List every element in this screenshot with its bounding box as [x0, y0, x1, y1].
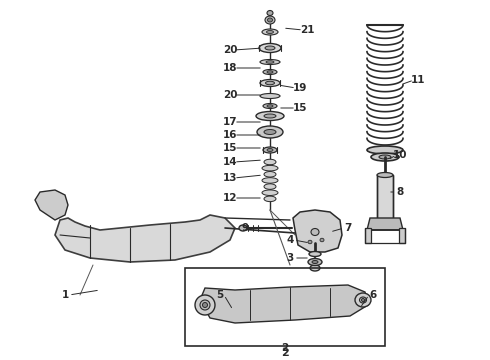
Ellipse shape	[262, 29, 278, 35]
Ellipse shape	[260, 59, 280, 64]
Ellipse shape	[267, 71, 273, 73]
Ellipse shape	[308, 258, 322, 266]
Ellipse shape	[257, 126, 283, 138]
Polygon shape	[35, 190, 68, 220]
Ellipse shape	[262, 178, 278, 183]
Ellipse shape	[355, 293, 371, 307]
Ellipse shape	[264, 159, 276, 165]
Text: 2: 2	[281, 348, 289, 358]
Ellipse shape	[264, 184, 276, 189]
Ellipse shape	[259, 44, 281, 53]
Ellipse shape	[195, 295, 215, 315]
Ellipse shape	[263, 104, 277, 108]
Ellipse shape	[265, 16, 275, 24]
Text: 13: 13	[223, 173, 237, 183]
Ellipse shape	[377, 172, 393, 177]
Text: 3: 3	[286, 253, 294, 263]
Ellipse shape	[239, 225, 247, 231]
Ellipse shape	[267, 31, 273, 33]
Ellipse shape	[200, 300, 210, 310]
Ellipse shape	[262, 190, 278, 195]
Text: 15: 15	[223, 143, 237, 153]
Ellipse shape	[202, 302, 207, 307]
Bar	[399, 228, 405, 243]
Text: 18: 18	[223, 63, 237, 73]
Text: 8: 8	[396, 187, 404, 197]
Ellipse shape	[320, 238, 324, 242]
Polygon shape	[293, 210, 342, 252]
Bar	[377, 175, 393, 220]
Ellipse shape	[260, 80, 280, 86]
Text: 15: 15	[293, 103, 307, 113]
Text: 16: 16	[223, 130, 237, 140]
Ellipse shape	[268, 18, 272, 22]
Ellipse shape	[379, 155, 391, 159]
Ellipse shape	[265, 46, 275, 50]
Text: 21: 21	[300, 25, 314, 35]
Polygon shape	[367, 218, 403, 230]
Text: 20: 20	[223, 45, 237, 55]
Bar	[185, 268, 385, 346]
Ellipse shape	[264, 171, 276, 177]
Ellipse shape	[264, 114, 276, 118]
Bar	[365, 228, 371, 243]
Ellipse shape	[266, 61, 274, 63]
Ellipse shape	[312, 261, 318, 264]
Ellipse shape	[362, 298, 365, 302]
Polygon shape	[55, 215, 235, 262]
Ellipse shape	[262, 165, 278, 171]
Text: 12: 12	[223, 193, 237, 203]
Ellipse shape	[309, 252, 321, 257]
Ellipse shape	[308, 240, 312, 244]
Ellipse shape	[367, 146, 403, 154]
Text: 2: 2	[281, 343, 289, 353]
Ellipse shape	[260, 94, 280, 99]
Text: 1: 1	[61, 290, 69, 300]
Ellipse shape	[371, 153, 399, 161]
Text: 19: 19	[293, 83, 307, 93]
Ellipse shape	[267, 10, 273, 15]
Ellipse shape	[266, 81, 274, 85]
Ellipse shape	[311, 229, 319, 235]
Text: 7: 7	[344, 223, 352, 233]
Ellipse shape	[360, 297, 367, 303]
Ellipse shape	[267, 105, 273, 107]
Ellipse shape	[263, 69, 277, 75]
Text: 20: 20	[223, 90, 237, 100]
Text: 10: 10	[393, 150, 407, 160]
Ellipse shape	[264, 196, 276, 202]
Text: 5: 5	[217, 290, 223, 300]
Text: 4: 4	[286, 235, 294, 245]
Text: 6: 6	[369, 290, 377, 300]
Ellipse shape	[263, 147, 277, 153]
Text: 14: 14	[222, 157, 237, 167]
Ellipse shape	[310, 265, 320, 271]
Ellipse shape	[264, 130, 276, 135]
Ellipse shape	[267, 149, 273, 152]
Text: 11: 11	[411, 75, 425, 85]
Text: 17: 17	[222, 117, 237, 127]
Ellipse shape	[256, 112, 284, 121]
Polygon shape	[200, 285, 368, 323]
Text: 9: 9	[242, 223, 248, 233]
